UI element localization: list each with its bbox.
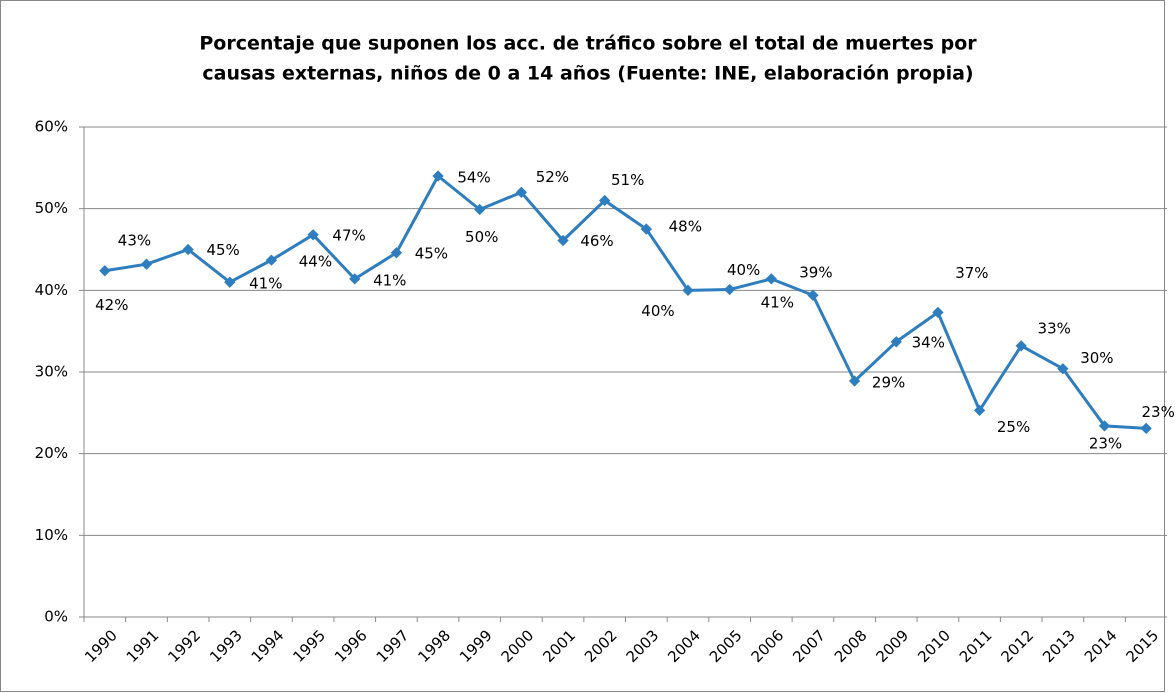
data-label: 23% [1089,434,1122,452]
data-label: 45% [206,241,239,259]
point-marker [932,306,944,319]
data-label: 41% [761,293,794,311]
point-marker [182,243,194,256]
data-label: 42% [95,296,128,314]
data-label: 41% [373,271,406,289]
point-marker [515,186,528,198]
point-marker [682,284,694,296]
point-marker [599,194,611,207]
point-marker [432,170,444,182]
point-marker [474,203,486,216]
point-marker [557,234,569,247]
data-label: 23% [1142,403,1175,421]
data-label: 39% [799,264,832,282]
data-label: 51% [611,171,644,189]
point-marker [140,258,153,270]
point-marker [1015,340,1027,352]
point-marker [723,283,736,296]
data-label: 48% [669,218,702,236]
data-label: 41% [249,275,282,293]
data-label: 47% [332,226,365,244]
point-marker [390,247,403,259]
point-marker [307,229,319,241]
point-marker [1140,422,1152,435]
series-line [104,174,1147,430]
point-marker [765,273,777,285]
data-label: 46% [580,232,613,250]
data-label: 50% [465,228,498,246]
data-label: 44% [299,253,332,271]
data-label: 25% [997,418,1030,436]
data-label: 29% [872,373,905,391]
point-marker [848,375,861,387]
point-marker [224,276,236,288]
point-marker [265,254,278,266]
y-tick-label: 50% [35,199,68,217]
y-tick-label: 40% [35,281,68,299]
point-marker [890,336,902,348]
point-marker [1098,420,1111,432]
data-label: 30% [1080,349,1113,367]
data-label: 37% [955,264,988,282]
data-label: 40% [641,302,674,320]
point-marker [973,404,986,417]
data-label: 54% [457,169,490,187]
data-label: 45% [415,244,448,262]
y-tick-label: 0% [44,608,68,626]
y-tick-label: 20% [35,444,68,462]
data-label: 43% [118,232,151,250]
chart-title: Porcentaje que suponen los acc. de tráfi… [199,33,977,55]
y-tick-label: 60% [35,118,68,136]
data-label: 34% [912,333,945,351]
point-marker [640,223,652,235]
y-tick-label: 10% [35,526,68,544]
point-marker [807,289,819,301]
point-marker [349,273,361,285]
data-label: 33% [1038,319,1071,337]
point-marker [1057,363,1069,375]
data-label: 52% [536,168,569,186]
y-tick-label: 30% [35,363,68,381]
data-label: 40% [727,261,760,279]
chart-title: causas externas, niños de 0 a 14 años (F… [202,63,973,85]
